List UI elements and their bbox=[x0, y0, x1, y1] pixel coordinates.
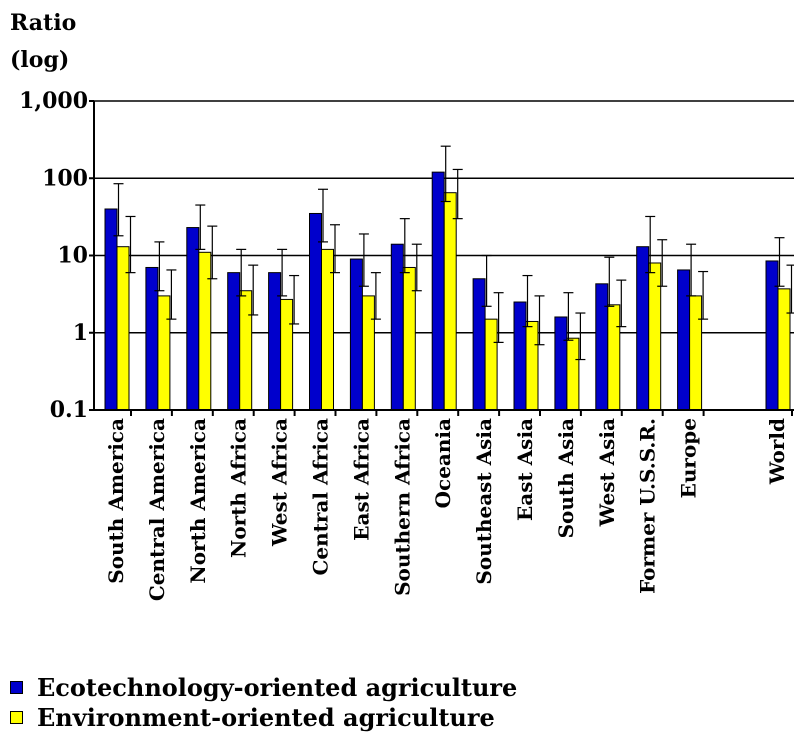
bar bbox=[321, 248, 334, 411]
chart: 0.1 1 10 100 1,000 South America Central Amer… bbox=[10, 10, 794, 601]
bar bbox=[361, 295, 375, 411]
bar bbox=[484, 318, 498, 411]
bar bbox=[525, 320, 539, 411]
y-tick-label: 1 bbox=[73, 320, 88, 346]
legend-swatch-yellow bbox=[10, 710, 23, 724]
bar bbox=[636, 246, 650, 411]
category-label: East Asia bbox=[513, 418, 537, 521]
legend: Ecotechnology-oriented agriculture Envir… bbox=[10, 672, 517, 732]
bar bbox=[777, 288, 791, 411]
category-label: North America bbox=[186, 418, 210, 584]
category-label: Southern Africa bbox=[390, 418, 414, 596]
bar bbox=[227, 272, 241, 411]
category-label: Former U.S.S.R. bbox=[636, 418, 660, 594]
y-tick-labels: 0.1 1 10 100 1,000 bbox=[19, 88, 88, 423]
y-tick-label: 0.1 bbox=[50, 397, 88, 423]
legend-item-environment: Environment-oriented agriculture bbox=[10, 702, 517, 732]
bar bbox=[390, 243, 404, 411]
bar bbox=[157, 295, 171, 411]
bar bbox=[566, 337, 580, 411]
bar bbox=[472, 278, 486, 411]
bar bbox=[239, 290, 253, 411]
axes bbox=[89, 100, 794, 416]
y-axis-title-line-1: Ratio bbox=[10, 10, 76, 36]
bar bbox=[677, 269, 691, 411]
bar bbox=[186, 227, 200, 411]
category-label: Central Africa bbox=[309, 418, 333, 576]
bars bbox=[104, 171, 791, 411]
category-label: West Africa bbox=[268, 418, 292, 547]
category-labels: South America Central America North Americ… bbox=[104, 418, 789, 601]
legend-label: Environment-oriented agriculture bbox=[37, 702, 495, 732]
error-bars bbox=[113, 145, 794, 361]
y-tick-label: 10 bbox=[57, 243, 88, 269]
bar bbox=[309, 212, 322, 411]
category-label: North Africa bbox=[227, 418, 251, 558]
category-label: Oceania bbox=[431, 418, 455, 508]
category-label: Europe bbox=[677, 418, 701, 498]
bar bbox=[402, 266, 416, 411]
bar bbox=[145, 266, 159, 411]
bar bbox=[513, 301, 527, 411]
bar bbox=[349, 258, 363, 411]
bar bbox=[431, 171, 445, 411]
category-label: West Asia bbox=[595, 418, 619, 527]
legend-label: Ecotechnology-oriented agriculture bbox=[37, 672, 518, 702]
bar bbox=[443, 192, 457, 411]
category-label: Southeast Asia bbox=[472, 418, 496, 585]
bar bbox=[607, 304, 621, 411]
bar bbox=[689, 295, 703, 411]
category-label: East Africa bbox=[349, 418, 373, 541]
bar bbox=[116, 246, 130, 411]
bar bbox=[648, 262, 662, 411]
bar bbox=[595, 283, 609, 411]
category-label: World bbox=[765, 418, 789, 485]
category-label: South America bbox=[104, 418, 128, 584]
category-label: South Asia bbox=[554, 418, 578, 538]
bar bbox=[268, 272, 282, 411]
legend-swatch-blue bbox=[10, 680, 23, 694]
category-label: Central America bbox=[145, 418, 169, 601]
y-tick-label: 100 bbox=[42, 165, 88, 191]
bar bbox=[198, 251, 212, 411]
bar bbox=[554, 316, 568, 411]
y-axis-title-line-2: (log) bbox=[10, 47, 69, 73]
legend-item-ecotech: Ecotechnology-oriented agriculture bbox=[10, 672, 517, 702]
y-tick-label: 1,000 bbox=[19, 88, 88, 114]
bar bbox=[765, 260, 779, 411]
bar bbox=[104, 208, 118, 411]
bar bbox=[280, 298, 294, 411]
